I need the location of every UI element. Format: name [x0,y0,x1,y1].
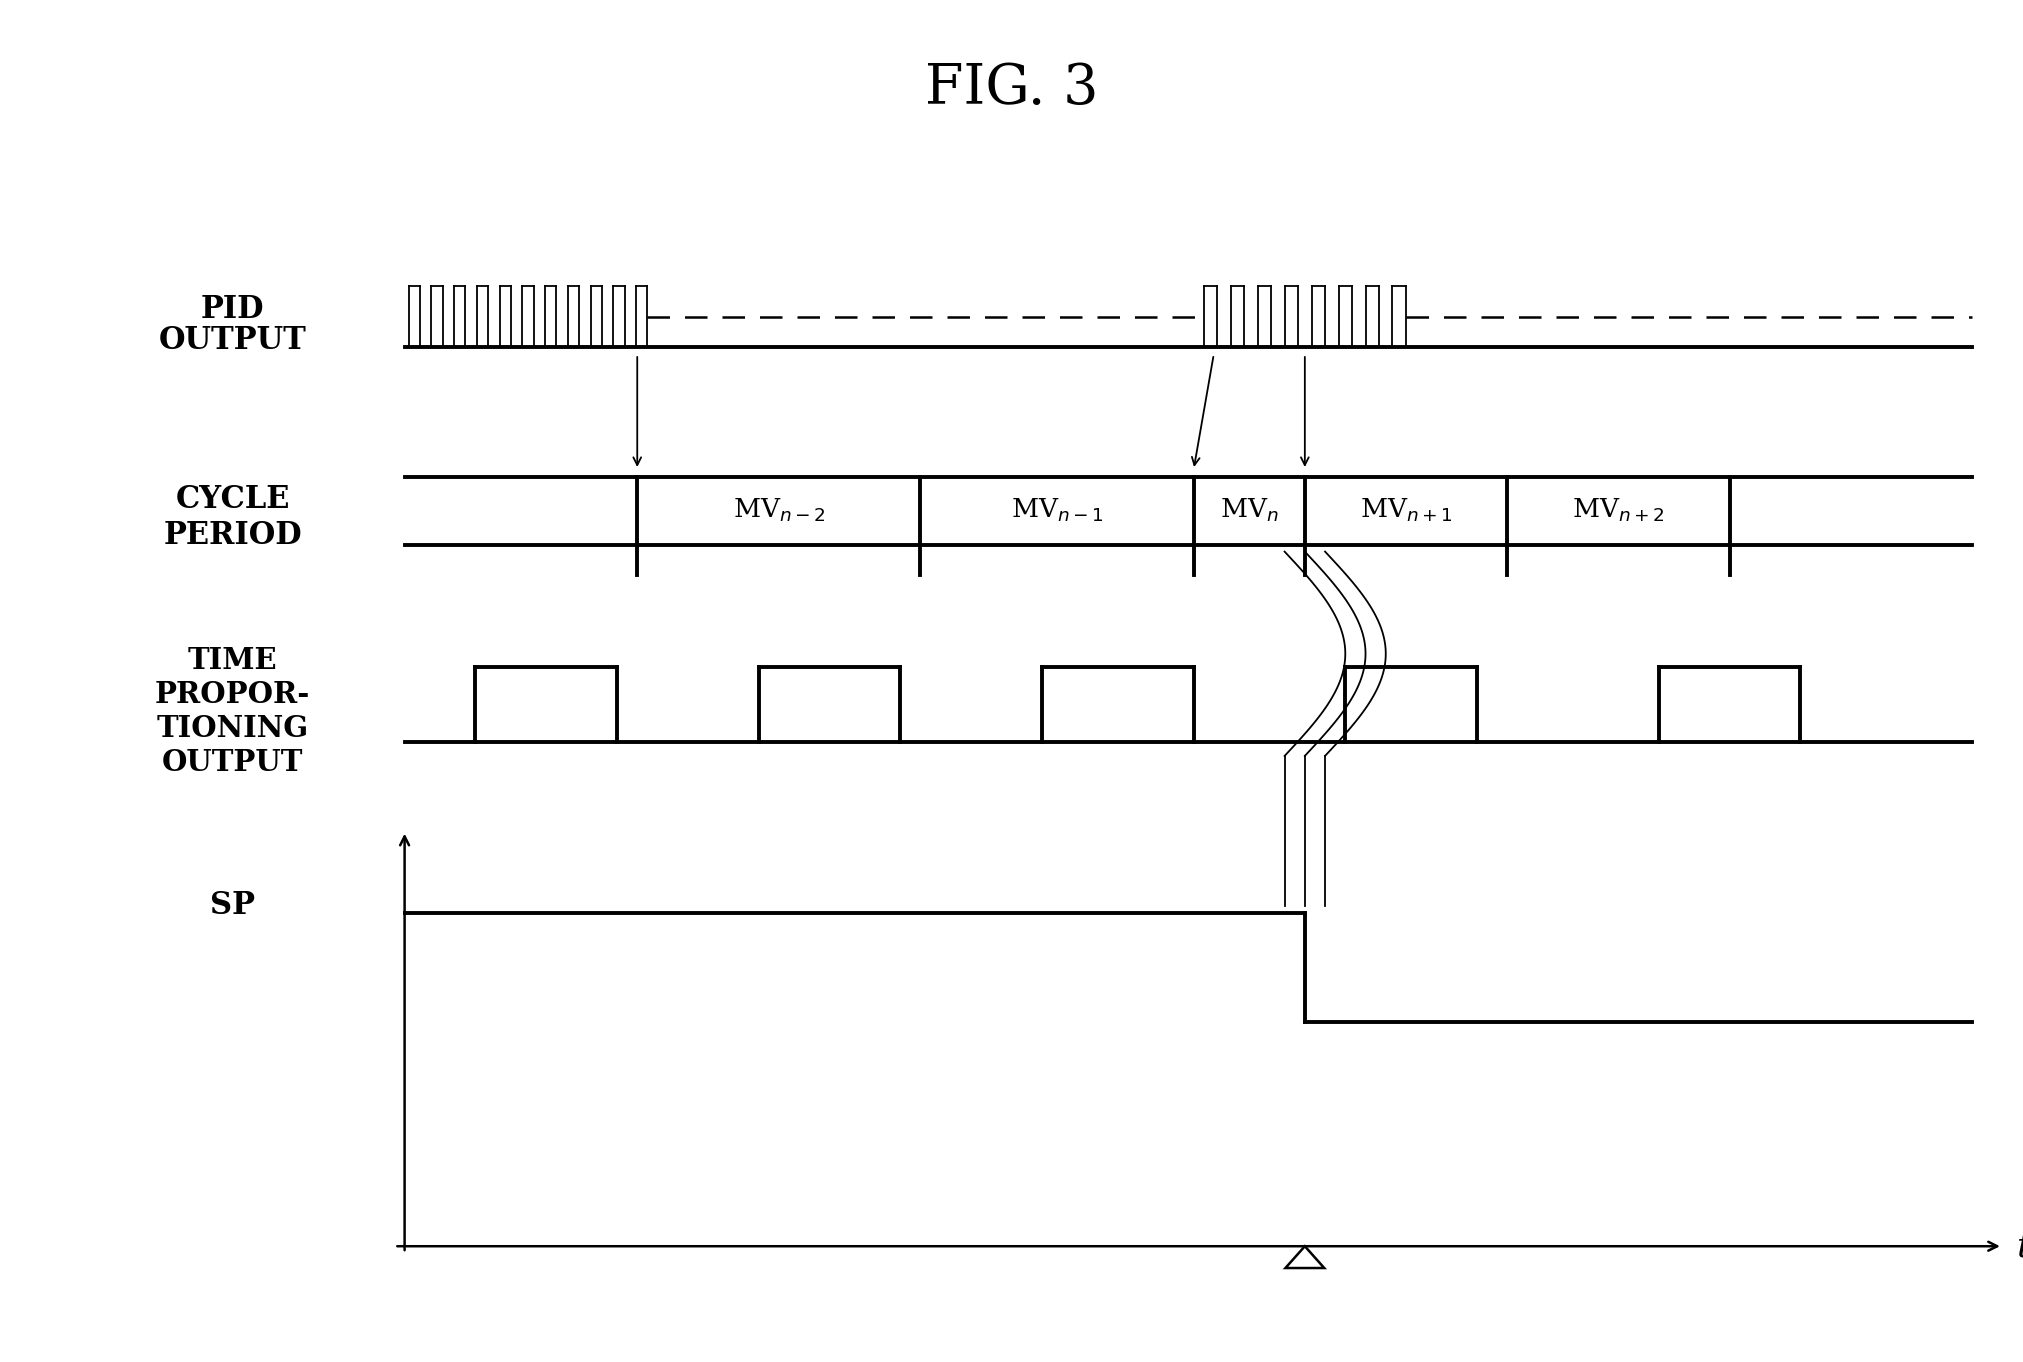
Text: FIG. 3: FIG. 3 [925,61,1098,116]
Text: TIME: TIME [188,646,277,676]
Text: PERIOD: PERIOD [164,520,301,550]
Text: MV$_{n+1}$: MV$_{n+1}$ [1359,497,1453,524]
Text: PID: PID [200,294,265,324]
Text: SP: SP [210,891,255,921]
Text: PROPOR-: PROPOR- [156,680,310,710]
Text: MV$_{n+2}$: MV$_{n+2}$ [1572,497,1665,524]
Text: CYCLE: CYCLE [176,485,289,515]
Text: OUTPUT: OUTPUT [158,326,307,355]
Text: MV$_{n}$: MV$_{n}$ [1220,497,1279,524]
Text: t: t [2015,1230,2023,1263]
Text: OUTPUT: OUTPUT [162,748,303,778]
Text: TIONING: TIONING [156,714,310,744]
Text: MV$_{n-1}$: MV$_{n-1}$ [1012,497,1103,524]
Text: MV$_{n-2}$: MV$_{n-2}$ [732,497,825,524]
